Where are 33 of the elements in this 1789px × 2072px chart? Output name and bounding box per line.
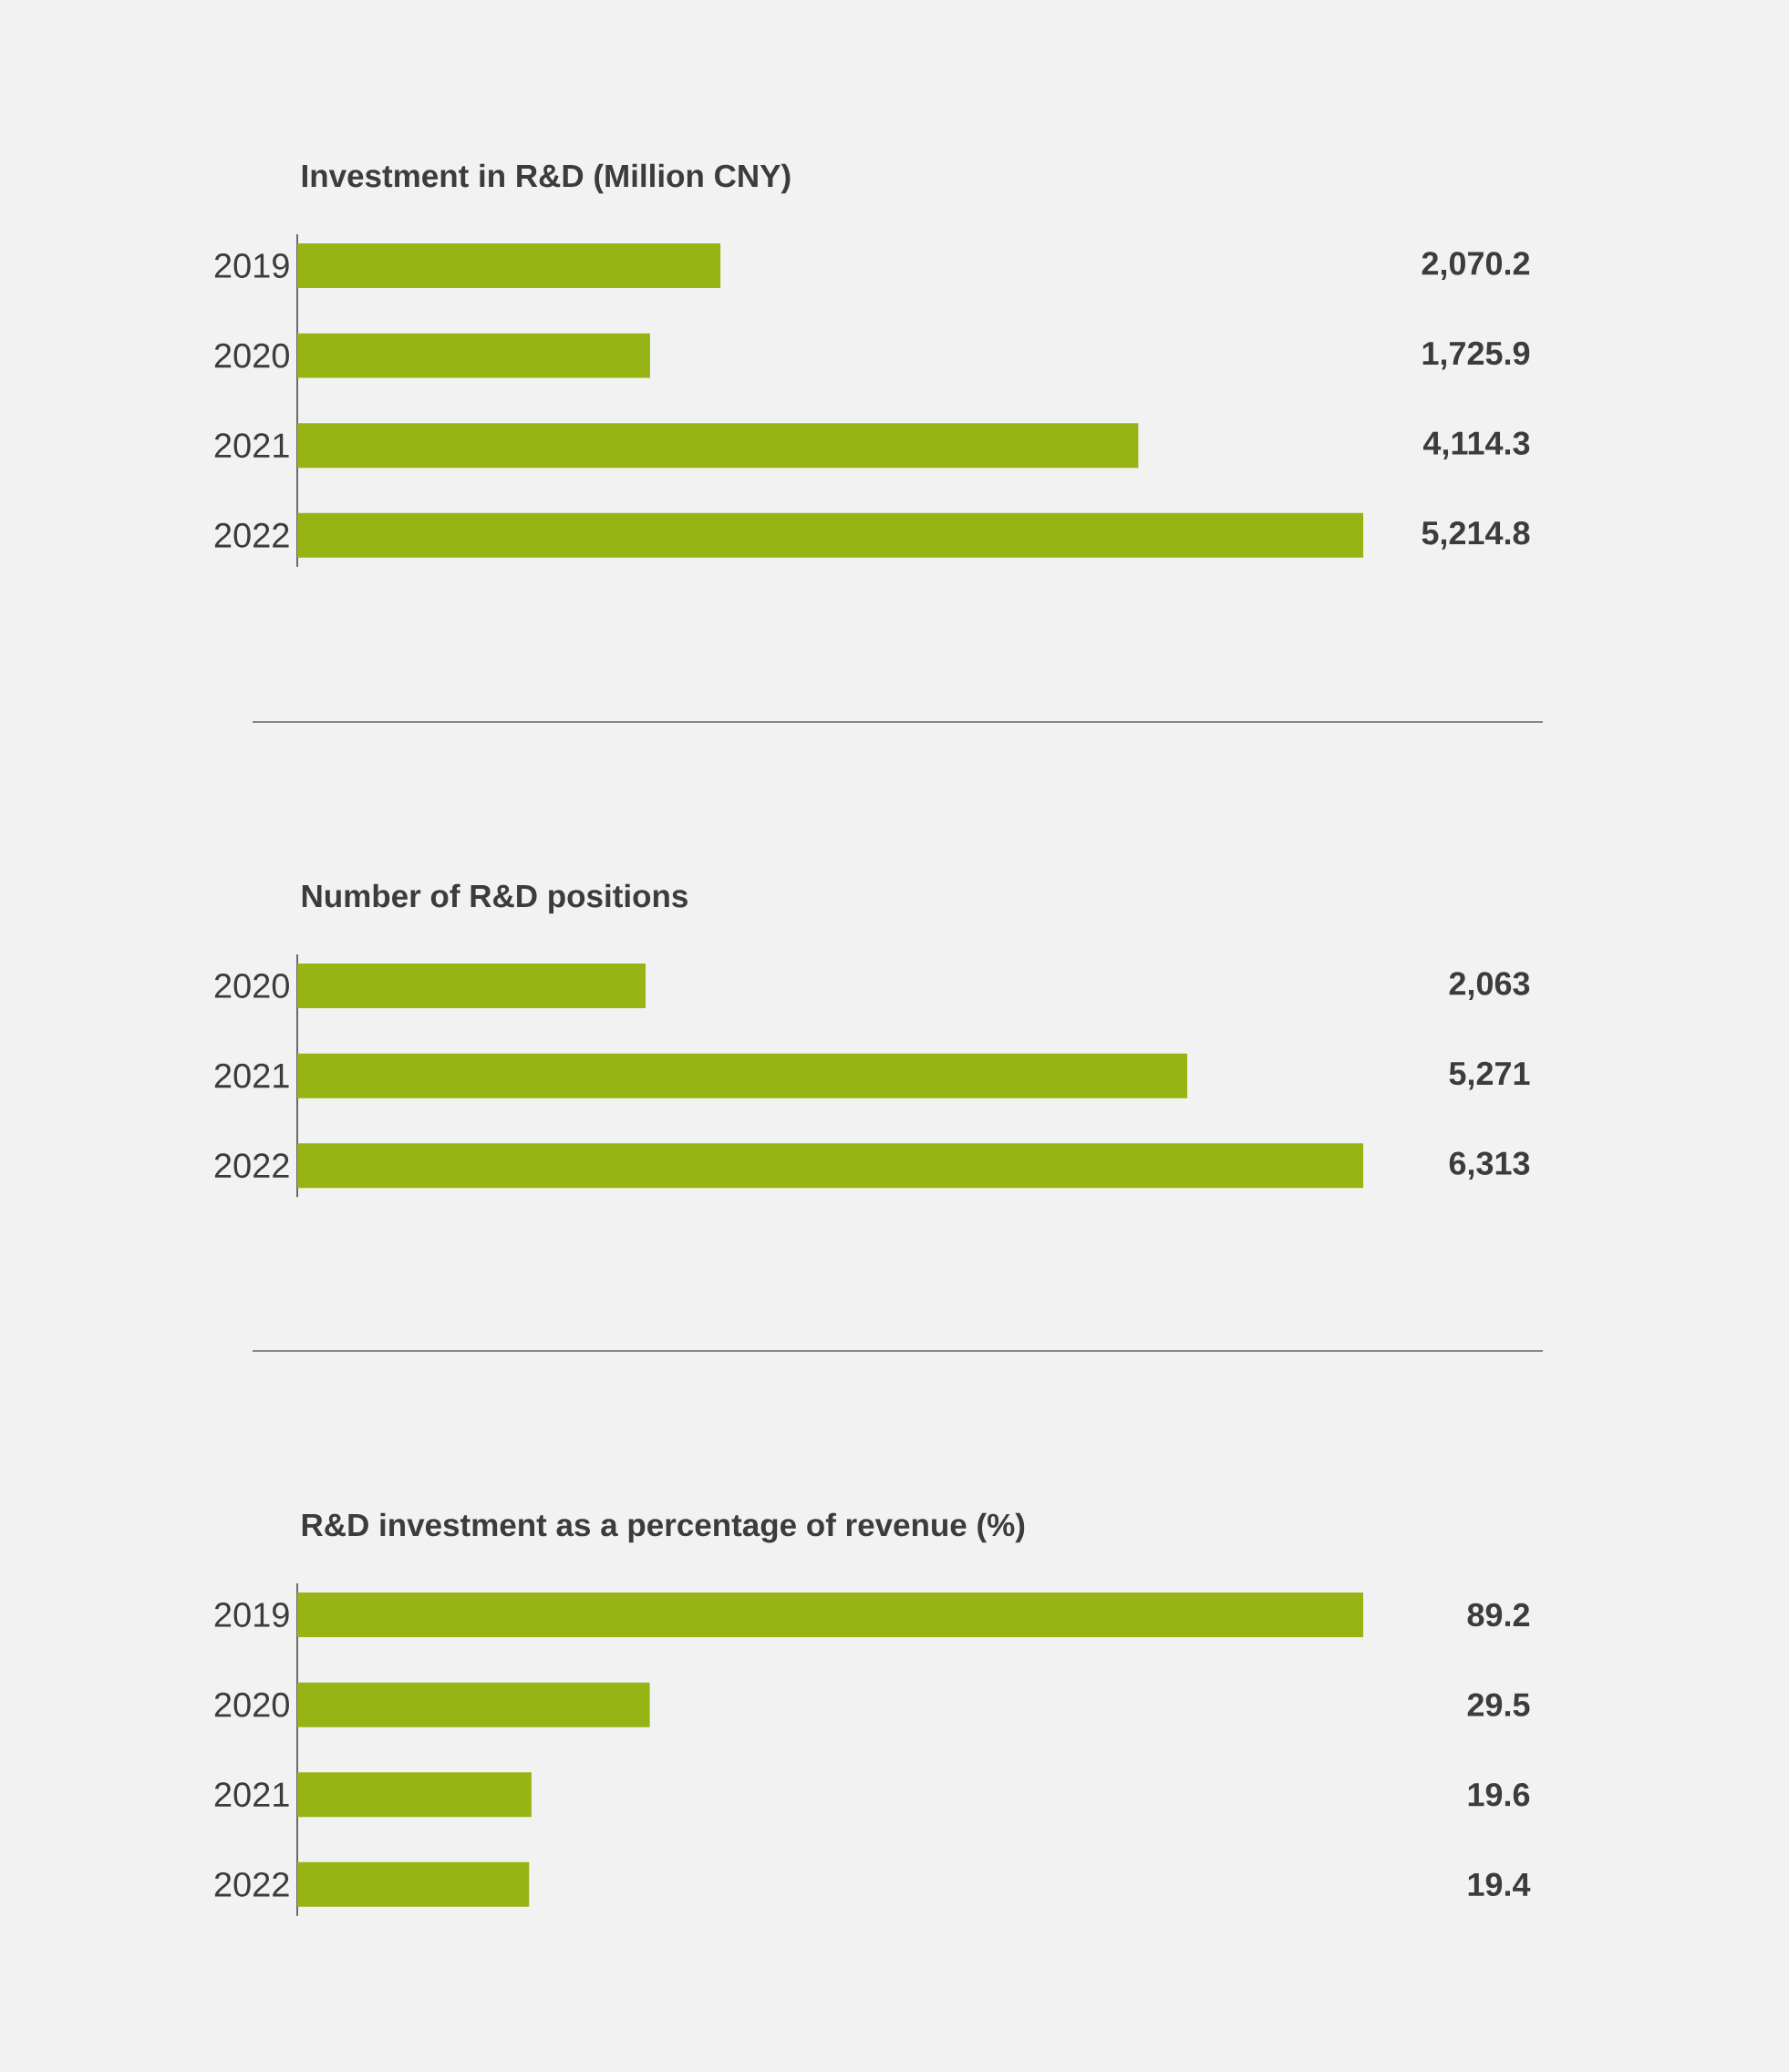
chart-title: R&D investment as a percentage of revenue (%) — [302, 1512, 1025, 1543]
y-tick-label: 2021 — [214, 1063, 289, 1088]
y-tick-label: 2021 — [214, 1782, 289, 1808]
data-label: 4,114.3 — [1422, 431, 1530, 460]
data-label: 5,271 — [1449, 1061, 1530, 1090]
y-tick-label: 2019 — [214, 1603, 289, 1627]
bar — [297, 333, 650, 378]
y-tick-label: 2022 — [214, 1871, 289, 1897]
data-label: 19.4 — [1468, 1872, 1531, 1897]
chart-title: Number of R&D positions — [302, 883, 688, 914]
bar — [297, 243, 721, 289]
y-tick-label: 2022 — [214, 1153, 289, 1179]
y-tick-label: 2022 — [214, 522, 289, 548]
y-tick-label: 2020 — [214, 1692, 289, 1717]
bar — [297, 423, 1139, 469]
bar — [297, 512, 1364, 558]
bar — [297, 1593, 1364, 1638]
bar — [297, 1682, 650, 1727]
data-label: 1,725.9 — [1422, 341, 1530, 370]
data-label: 29.5 — [1467, 1693, 1530, 1716]
y-tick-label: 2020 — [214, 974, 289, 998]
y-tick-label: 2019 — [214, 253, 289, 278]
bar — [297, 1772, 532, 1818]
chart-title: Investment in R&D (Million CNY) — [302, 163, 791, 194]
data-label: 2,063 — [1449, 972, 1530, 1000]
data-label: 89.2 — [1467, 1603, 1530, 1627]
data-label: 6,313 — [1449, 1151, 1530, 1180]
data-label: 19.6 — [1468, 1783, 1530, 1807]
data-label: 2,070.2 — [1422, 252, 1530, 280]
bar — [297, 1861, 530, 1907]
data-label: 5,214.8 — [1422, 521, 1530, 550]
y-tick-label: 2021 — [214, 433, 289, 459]
y-tick-label: 2020 — [214, 343, 289, 368]
